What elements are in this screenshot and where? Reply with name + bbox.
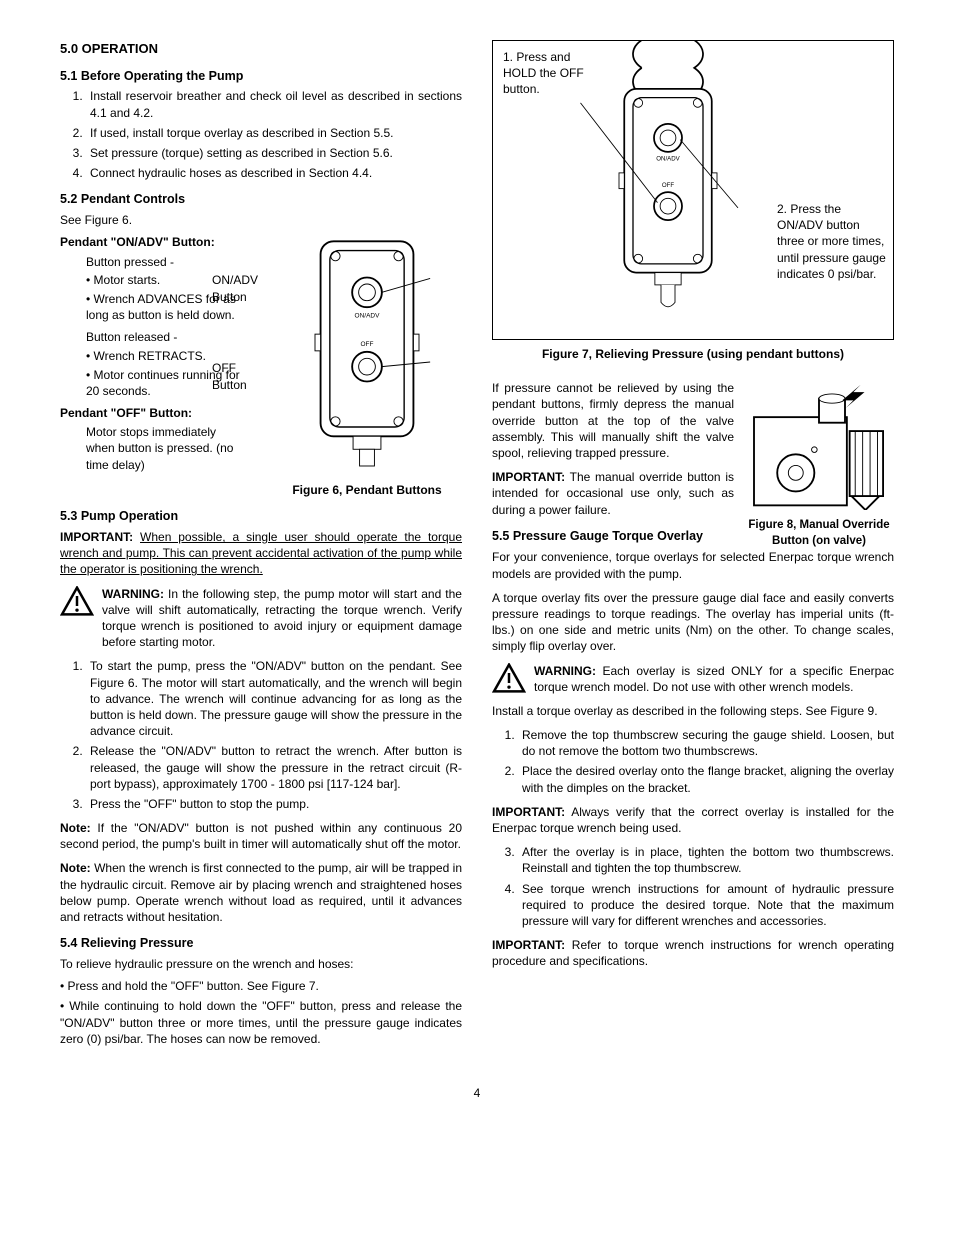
warning-label: WARNING:	[102, 587, 164, 601]
fig7-step2: 2. Press the ON/ADV button three or more…	[777, 201, 887, 282]
see-figure-6: See Figure 6.	[60, 212, 462, 228]
fig6-off-label: OFF Button	[212, 360, 272, 392]
sec5-5-list-a: Remove the top thumbscrew securing the g…	[492, 727, 894, 796]
sec5-3-list: To start the pump, press the "ON/ADV" bu…	[60, 658, 462, 812]
list-item: If used, install torque overlay as descr…	[86, 125, 462, 141]
list-item: Press the "OFF" button to stop the pump.	[86, 796, 462, 812]
warning-triangle-icon	[60, 586, 94, 616]
figure-8: Figure 8, Manual Override Button (on val…	[744, 380, 894, 549]
fig7-pendant-icon: ON/ADV OFF	[563, 41, 773, 331]
list-item: After the overlay is in place, tighten t…	[518, 844, 894, 876]
sec5-5-list-b: After the overlay is in place, tighten t…	[492, 844, 894, 929]
svg-text:OFF: OFF	[662, 182, 674, 189]
list-item: Connect hydraulic hoses as described in …	[86, 165, 462, 181]
list-item: To start the pump, press the "ON/ADV" bu…	[86, 658, 462, 739]
important-label: IMPORTANT:	[60, 530, 133, 544]
figure-8-caption: Figure 8, Manual Override Button (on val…	[744, 518, 894, 549]
important-5-5a: IMPORTANT: Always verify that the correc…	[492, 804, 894, 836]
figure-6: ON/ADV OFF Figure 6, Pendant Buttons	[272, 232, 462, 498]
note-1-text: If the "ON/ADV" button is not pushed wit…	[60, 821, 462, 851]
section-5-2-heading: 5.2 Pendant Controls	[60, 191, 462, 208]
list-item: Remove the top thumbscrew securing the g…	[518, 727, 894, 759]
sec5-1-list: Install reservoir breather and check oil…	[60, 88, 462, 181]
note-label: Note:	[60, 861, 91, 875]
sec5-5-p3: Install a torque overlay as described in…	[492, 703, 894, 719]
important-label: IMPORTANT:	[492, 470, 565, 484]
list-item: Set pressure (torque) setting as describ…	[86, 145, 462, 161]
warning-label: WARNING:	[534, 664, 596, 678]
svg-text:ON/ADV: ON/ADV	[656, 156, 680, 163]
section-5-3-heading: 5.3 Pump Operation	[60, 508, 462, 525]
pendant-diagram-icon: ON/ADV OFF	[302, 232, 432, 473]
note-2-text: When the wrench is first connected to th…	[60, 861, 462, 924]
note-2: Note: When the wrench is first connected…	[60, 860, 462, 925]
important-5-5b: IMPORTANT: Refer to torque wrench instru…	[492, 937, 894, 969]
figure-7-caption: Figure 7, Relieving Pressure (using pend…	[492, 346, 894, 362]
sec5-4-intro: To relieve hydraulic pressure on the wre…	[60, 956, 462, 972]
sec5-5-p1: For your convenience, torque overlays fo…	[492, 549, 894, 581]
section-5-0-heading: 5.0 OPERATION	[60, 40, 462, 58]
important-5-3: IMPORTANT: When possible, a single user …	[60, 529, 462, 578]
warning-5-5: WARNING: Each overlay is sized ONLY for …	[492, 663, 894, 695]
manual-override-icon	[744, 380, 894, 510]
list-item: See torque wrench instructions for amoun…	[518, 881, 894, 930]
figure-6-caption: Figure 6, Pendant Buttons	[272, 482, 462, 498]
figure-7: 1. Press and HOLD the OFF button. 2. Pre…	[492, 40, 894, 340]
note-label: Note:	[60, 821, 91, 835]
warning-5-3: WARNING: In the following step, the pump…	[60, 586, 462, 651]
svg-text:OFF: OFF	[361, 342, 374, 349]
list-item: Place the desired overlay onto the flang…	[518, 763, 894, 795]
page-number: 4	[60, 1085, 894, 1101]
sec5-4-bullet-2: • While continuing to hold down the "OFF…	[60, 998, 462, 1047]
svg-text:ON/ADV: ON/ADV	[355, 313, 381, 320]
section-5-4-heading: 5.4 Relieving Pressure	[60, 935, 462, 952]
important-label: IMPORTANT:	[492, 805, 565, 819]
fig6-onadv-label: ON/ADV Button	[212, 272, 272, 304]
note-1: Note: If the "ON/ADV" button is not push…	[60, 820, 462, 852]
list-item: Install reservoir breather and check oil…	[86, 88, 462, 120]
sec5-4-bullet-1: • Press and hold the "OFF" button. See F…	[60, 978, 462, 994]
list-item: Release the "ON/ADV" button to retract t…	[86, 743, 462, 792]
important-label: IMPORTANT:	[492, 938, 565, 952]
off-button-body: Motor stops immediately when button is p…	[60, 424, 240, 473]
warning-triangle-icon	[492, 663, 526, 693]
section-5-1-heading: 5.1 Before Operating the Pump	[60, 68, 462, 85]
sec5-5-p2: A torque overlay fits over the pressure …	[492, 590, 894, 655]
